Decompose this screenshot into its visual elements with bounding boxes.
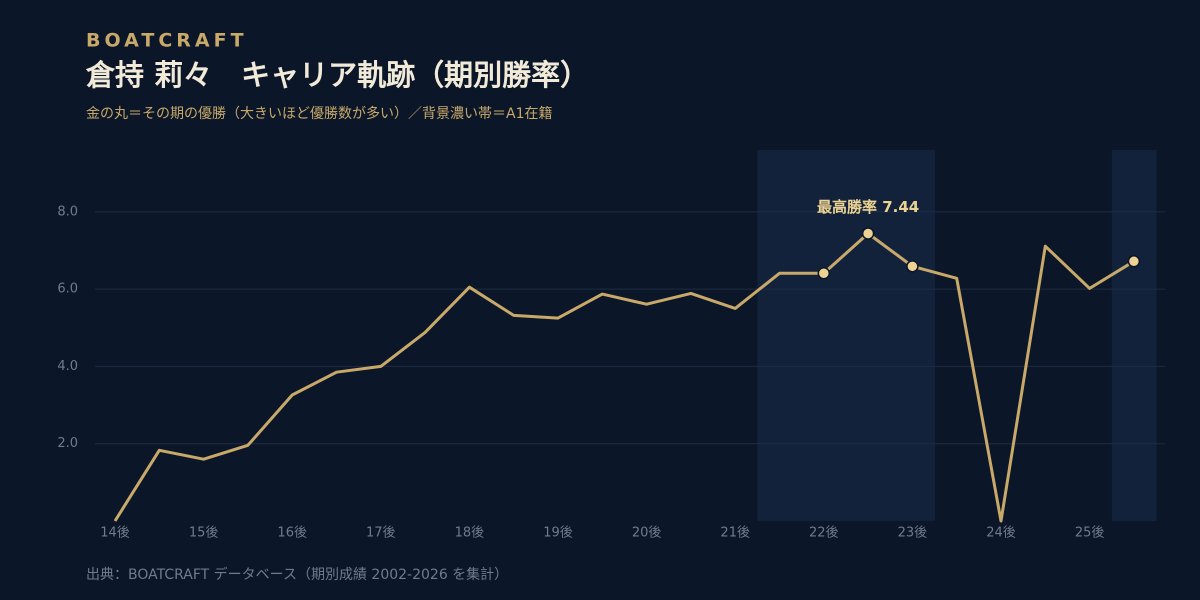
x-tick-label: 18後 — [455, 526, 485, 541]
x-tick-label: 24後 — [986, 526, 1016, 541]
source-note: 出典：BOATCRAFT データベース（期別成績 2002-2026 を集計） — [86, 566, 508, 583]
y-tick-label: 6.0 — [57, 282, 78, 297]
x-tick-label: 14後 — [100, 526, 130, 541]
win-dot — [1127, 255, 1141, 268]
x-tick-label: 20後 — [632, 526, 662, 541]
y-tick-label: 8.0 — [57, 204, 78, 219]
x-tick-label: 17後 — [366, 526, 396, 541]
y-tick-label: 4.0 — [57, 359, 78, 374]
win-dot — [817, 267, 831, 280]
x-tick-label: 25後 — [1075, 526, 1105, 541]
win-dot — [861, 227, 875, 240]
x-tick-label: 16後 — [277, 526, 307, 541]
win-dot — [906, 260, 919, 273]
a1-band — [757, 150, 803, 521]
x-tick-label: 19後 — [543, 526, 573, 541]
chart-subtitle: 金の丸＝その期の優勝（大きいほど優勝数が多い）／背景濃い帯＝A1在籍 — [86, 105, 552, 122]
chart-title: 倉持 莉々 キャリア軌跡（期別勝率） — [85, 58, 589, 92]
x-tick-label: 22後 — [809, 526, 839, 541]
x-tick-label: 23後 — [898, 526, 928, 541]
a1-band — [1111, 150, 1157, 521]
max-annotation: 最高勝率 7.44 — [817, 198, 919, 216]
y-tick-label: 2.0 — [57, 436, 78, 451]
x-tick-label: 21後 — [720, 526, 750, 541]
x-tick-label: 15後 — [189, 526, 219, 541]
rate-line — [113, 232, 1135, 523]
brand: BOATCRAFT — [86, 30, 248, 52]
